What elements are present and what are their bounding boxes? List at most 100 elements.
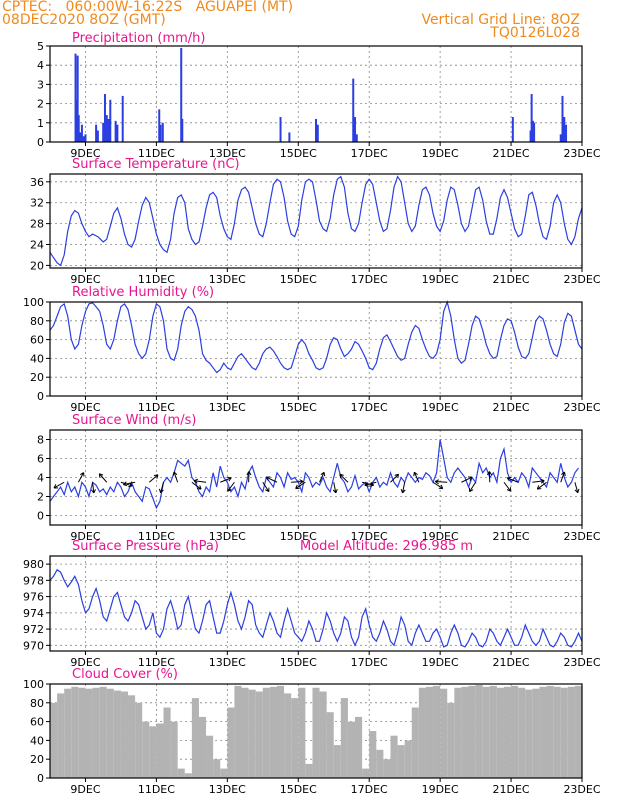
- precip-bar: [316, 124, 319, 142]
- cloud-bar: [503, 686, 512, 778]
- panel-5: Surface Pressure (hPa) Model Altitude: 29…: [23, 539, 601, 669]
- wind-arrow: [160, 482, 164, 493]
- y-tick-label: 40: [30, 352, 44, 365]
- wind-arrow: [507, 477, 519, 483]
- cloud-bar: [482, 686, 490, 778]
- precip-bar: [565, 124, 568, 142]
- cloud-bar: [447, 702, 455, 778]
- x-tick-label: 13DEC: [209, 273, 246, 286]
- wind-arrow: [333, 482, 337, 493]
- y-tick-label: 978: [23, 574, 44, 587]
- wind-arrow-head: [536, 485, 542, 490]
- cloud-bar: [276, 685, 285, 778]
- wind-arrow-head: [434, 479, 440, 485]
- x-tick-label: 15DEC: [280, 401, 317, 414]
- wind-arrow: [77, 472, 85, 483]
- wind-arrow-head: [320, 471, 326, 477]
- wind-arrow-head: [469, 487, 474, 493]
- cloud-bar: [397, 745, 405, 778]
- wind-arrow: [92, 482, 95, 494]
- cloud-bar: [156, 723, 164, 778]
- cloud-bar: [64, 688, 72, 778]
- y-tick-label: 0: [37, 136, 44, 149]
- panel-title: Relative Humidity (%): [72, 285, 214, 300]
- cloud-bar: [177, 768, 185, 778]
- precip-bar: [279, 117, 282, 142]
- x-tick-label: 23DEC: [563, 783, 600, 796]
- x-tick-label: 13DEC: [209, 656, 246, 669]
- cloud-bar: [440, 688, 448, 778]
- cloud-bar: [518, 687, 526, 778]
- wind-arrow-head: [227, 476, 232, 482]
- cloud-bar: [525, 689, 533, 778]
- precip-bar: [114, 120, 117, 142]
- wind-arrow: [148, 474, 159, 483]
- wind-arrow: [339, 473, 349, 483]
- cloud-bar: [574, 685, 582, 778]
- precip-bar: [354, 117, 357, 142]
- y-tick-label: 60: [30, 716, 44, 729]
- x-tick-label: 23DEC: [563, 401, 600, 414]
- cloud-bar: [567, 686, 575, 778]
- wind-arrow: [266, 476, 278, 483]
- wind-arrow-head: [467, 476, 473, 481]
- x-tick-label: 11DEC: [138, 530, 175, 543]
- precip-bar: [96, 130, 99, 142]
- x-tick-label: 15DEC: [280, 147, 317, 160]
- x-tick-label: 21DEC: [493, 783, 530, 796]
- wind-arrow-head: [123, 481, 128, 487]
- x-tick-label: 9DEC: [70, 273, 100, 286]
- wind-arrow: [291, 480, 304, 483]
- x-tick-label: 15DEC: [280, 656, 317, 669]
- x-tick-label: 15DEC: [280, 530, 317, 543]
- cloud-bar: [227, 707, 235, 778]
- precip-bar: [105, 115, 108, 142]
- x-tick-label: 15DEC: [280, 273, 317, 286]
- y-tick-label: 972: [23, 623, 44, 636]
- precip-bar: [511, 117, 514, 142]
- wind-arrow-head: [246, 471, 252, 476]
- panel-3: Relative Humidity (%) 0 20 40 60 80 100 9DEC 11D…: [23, 285, 601, 414]
- y-tick-label: 0: [37, 510, 44, 523]
- cloud-bar: [312, 687, 320, 778]
- y-tick-label: 32: [30, 197, 44, 210]
- wind-arrow: [364, 481, 377, 486]
- wind-arrow: [98, 473, 108, 483]
- wind-arrow-head: [400, 488, 406, 494]
- precip-bar: [82, 136, 85, 142]
- panel-frame: [49, 429, 583, 526]
- x-tick-label: 17DEC: [351, 530, 388, 543]
- cloud-bar: [113, 690, 121, 778]
- precip-bar: [75, 99, 78, 142]
- y-tick-label: 974: [23, 607, 44, 620]
- wind-arrow: [574, 482, 579, 493]
- cloud-bar: [298, 687, 306, 778]
- panel-4: Surface Wind (m/s) 0 2 4 6 8 9DEC 11DEC 13DEC 15D…: [37, 413, 601, 543]
- precip-bar: [107, 118, 110, 142]
- cloud-bar: [383, 759, 391, 778]
- wind-arrow: [220, 477, 232, 483]
- wind-arrow: [361, 481, 374, 486]
- panel-2: Surface Temperature (nC) 20 24 28 32 36 9DEC 11…: [30, 157, 601, 286]
- wind-arrow-head: [193, 478, 199, 484]
- cloud-bar: [99, 686, 107, 778]
- x-tick-label: 13DEC: [209, 401, 246, 414]
- panel-frame: [49, 683, 583, 779]
- wind-arrow-head: [53, 484, 59, 489]
- wind-arrow-head: [295, 484, 300, 490]
- x-tick-label: 11DEC: [138, 656, 175, 669]
- y-tick-label: 20: [30, 371, 44, 384]
- precip-bar: [116, 124, 119, 142]
- wind-arrow-head: [265, 487, 270, 493]
- y-tick-label: 0: [37, 390, 44, 403]
- cloud-bar: [433, 685, 441, 778]
- station-title: CPTEC: 060:00W-16:22S AGUAPEI (MT): [2, 0, 294, 15]
- x-tick-label: 9DEC: [70, 530, 100, 543]
- precip-bar: [77, 115, 80, 142]
- cloud-bar: [184, 773, 192, 778]
- wind-arrow: [173, 471, 179, 483]
- cloud-bar: [553, 686, 561, 778]
- wind-arrow: [402, 482, 406, 493]
- cloud-bar: [262, 687, 270, 778]
